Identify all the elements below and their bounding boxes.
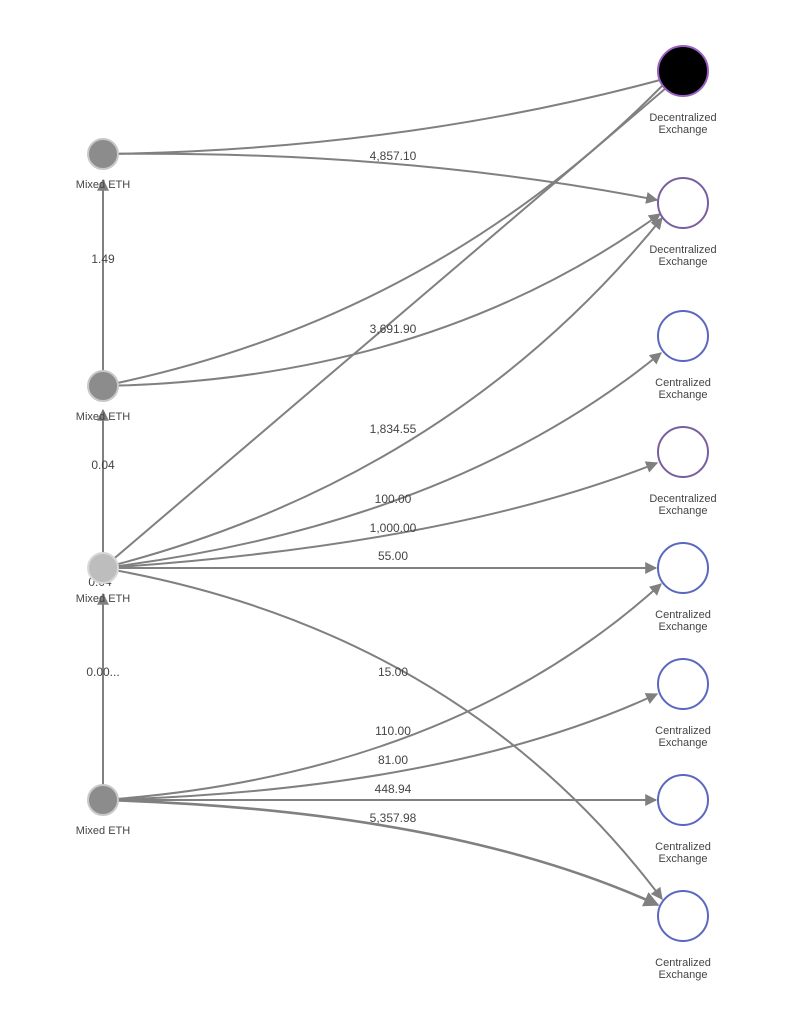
node-label: Exchange xyxy=(659,389,708,401)
edge-label: 81.00 xyxy=(378,753,408,767)
node xyxy=(87,784,119,816)
edge xyxy=(102,352,662,569)
node-label: Exchange xyxy=(659,505,708,517)
node-label: Exchange xyxy=(659,853,708,865)
edge xyxy=(102,85,663,387)
node-label: Exchange xyxy=(659,124,708,136)
node-label: Mixed ETH xyxy=(76,825,130,837)
edge-label: 100.00 xyxy=(375,492,412,506)
edge-label: 0.04 xyxy=(91,458,115,472)
edge-label: 1.49 xyxy=(91,252,115,266)
edge xyxy=(102,87,667,569)
node-label: Decentralized xyxy=(649,244,716,256)
node xyxy=(657,658,709,710)
nodes: Mixed ETH Mixed ETH Mixed ETH Mixed ETH Dece… xyxy=(76,45,717,981)
node xyxy=(87,138,119,170)
node-label: Mixed ETH xyxy=(76,593,130,605)
node xyxy=(657,310,709,362)
edge xyxy=(102,567,663,900)
node xyxy=(87,370,119,402)
node-label: Centralized xyxy=(655,377,711,389)
edge-label: 55.00 xyxy=(378,549,408,563)
node-label: Exchange xyxy=(659,256,708,268)
edge xyxy=(102,798,660,907)
node xyxy=(87,552,119,584)
node-label: Mixed ETH xyxy=(76,179,130,191)
edge-label: 1,834.55 xyxy=(370,422,417,436)
node-label: Mixed ETH xyxy=(76,411,130,423)
edge-label: 448.94 xyxy=(375,782,412,796)
edges xyxy=(97,79,667,907)
edge xyxy=(102,693,659,801)
edge xyxy=(102,217,663,569)
node-label: Decentralized xyxy=(649,112,716,124)
edge-label: 5,357.98 xyxy=(370,811,417,825)
node xyxy=(657,890,709,942)
node xyxy=(657,177,709,229)
edge xyxy=(102,461,659,569)
edge xyxy=(102,152,659,204)
node-label: Decentralized xyxy=(649,493,716,505)
node-label: Centralized xyxy=(655,957,711,969)
node xyxy=(657,426,709,478)
node-label: Exchange xyxy=(659,621,708,633)
node xyxy=(657,45,709,97)
edge xyxy=(102,213,661,387)
node-label: Exchange xyxy=(659,737,708,749)
node-label: Centralized xyxy=(655,841,711,853)
edge-label: 15.00 xyxy=(378,665,408,679)
node xyxy=(657,774,709,826)
edge-label: 4,857.10 xyxy=(370,149,417,163)
edge-label: 110.00 xyxy=(375,724,411,738)
edge xyxy=(102,79,661,155)
edge-labels: 4,857.10 1.49 3,691.90 0.04 1,834.55 100.00 1,… xyxy=(86,149,416,825)
node-label: Exchange xyxy=(659,969,708,981)
edge-label: 3,691.90 xyxy=(370,322,417,336)
edge xyxy=(102,583,662,801)
node xyxy=(657,542,709,594)
node-label: Centralized xyxy=(655,609,711,621)
edge-label: 0.00... xyxy=(86,665,119,679)
node-label: Centralized xyxy=(655,725,711,737)
edge-label: 1,000.00 xyxy=(370,521,417,535)
